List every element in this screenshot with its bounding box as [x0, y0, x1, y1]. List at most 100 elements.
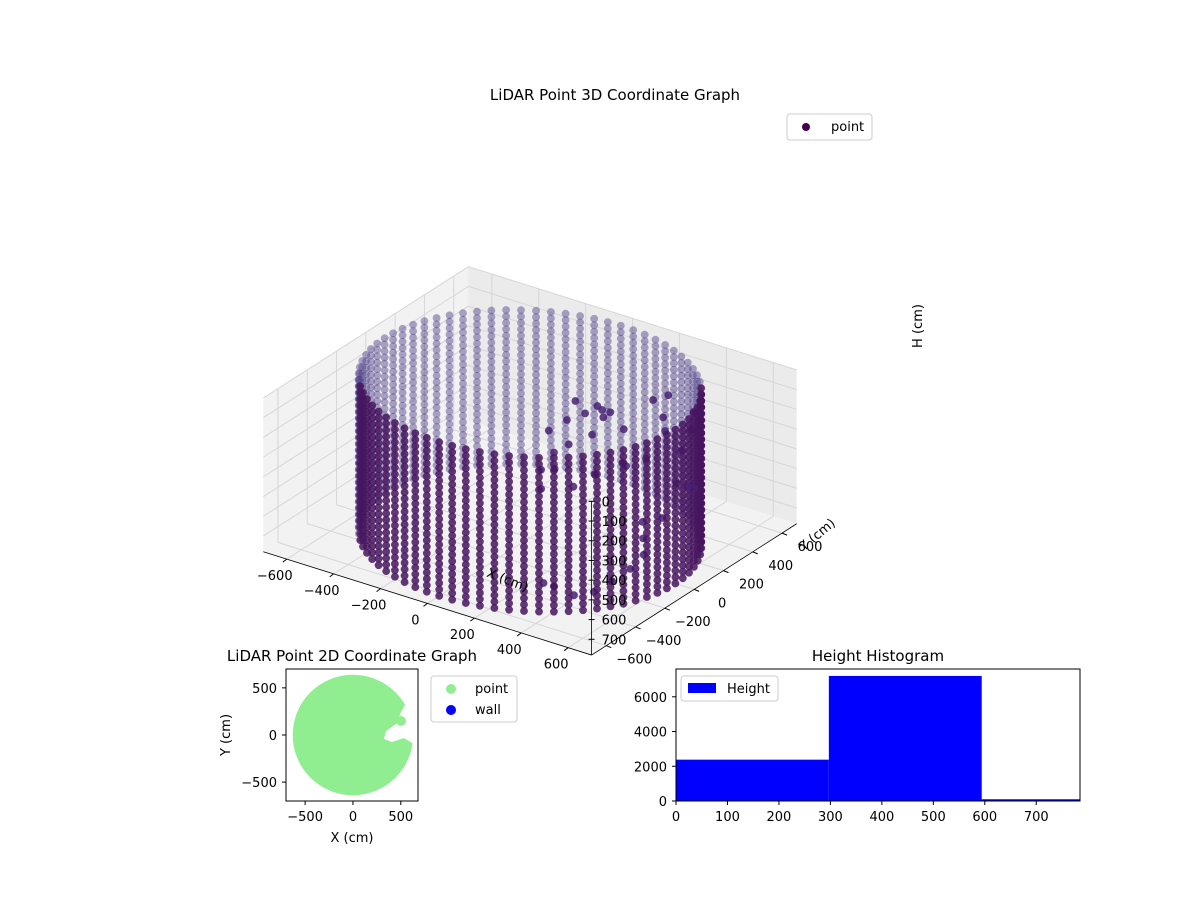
lidar-point	[445, 381, 454, 390]
lidar-point	[629, 435, 638, 443]
lidar-point	[505, 535, 513, 544]
lidar-point	[517, 351, 525, 359]
lidar-point	[550, 543, 558, 552]
grid-h-back	[468, 384, 797, 489]
lidar-point	[445, 394, 454, 403]
lidar-point	[490, 540, 499, 548]
lidar-point	[616, 386, 625, 394]
lidar-point	[561, 405, 570, 414]
lidar-point	[517, 447, 525, 455]
lidar-point	[373, 371, 382, 380]
lidar-point	[448, 474, 457, 482]
lidar-point	[619, 593, 628, 602]
lidar-point	[487, 377, 496, 385]
lidar-point	[643, 541, 651, 550]
lidar-point	[535, 575, 543, 584]
lidar-point	[616, 321, 625, 330]
lidar-point	[631, 564, 640, 573]
lidar-point	[487, 313, 496, 321]
histogram-frame	[675, 668, 1081, 802]
lidar-point	[643, 522, 651, 531]
lidar-point	[517, 319, 525, 327]
lidar-point	[368, 446, 377, 455]
lidar-point	[411, 474, 420, 483]
x-tick-label: −400	[304, 584, 340, 599]
lidar-point	[678, 516, 687, 525]
lidar-point	[547, 410, 555, 419]
lidar-point	[685, 459, 693, 468]
lidar-point	[487, 351, 496, 360]
lidar-point	[422, 459, 431, 468]
lidar-point	[391, 560, 399, 568]
lidar-point	[374, 522, 383, 531]
lidar-point	[409, 384, 417, 393]
lidar-point	[409, 333, 417, 342]
lidar-point	[535, 505, 543, 513]
lidar-point	[445, 369, 454, 377]
lidar-point	[606, 408, 615, 417]
lidar-point	[435, 470, 444, 479]
lidar-point	[505, 471, 513, 480]
lidar-point	[487, 338, 496, 347]
lidar-point	[520, 530, 528, 538]
lidar-point	[389, 412, 397, 421]
lidar-point	[619, 580, 628, 589]
lidar-point	[409, 423, 417, 432]
lidar-point	[411, 583, 420, 591]
lidar-point	[606, 551, 615, 560]
lidar-point	[373, 346, 382, 354]
lidar-point	[473, 423, 481, 431]
lidar-point	[616, 328, 625, 337]
lidar-point	[671, 432, 680, 441]
lidar-point	[653, 544, 662, 552]
lidar-point	[473, 397, 481, 406]
y-tick-label: 600	[798, 540, 823, 555]
lidar-point	[564, 568, 573, 577]
lidar-point	[576, 324, 584, 333]
lidar-point	[547, 320, 555, 329]
lidar-point	[663, 584, 671, 593]
lidar-point	[490, 469, 499, 478]
lidar-point	[677, 378, 686, 386]
lidar-point	[358, 369, 367, 378]
lidar-point	[663, 443, 671, 452]
lidar-point	[651, 374, 660, 382]
lidar-point	[476, 454, 484, 463]
lidar-point	[663, 520, 671, 529]
lidar-point	[535, 594, 543, 603]
lidar-point	[422, 517, 431, 526]
lidar-point	[631, 494, 640, 502]
lidar-point	[649, 396, 657, 404]
lidar-point	[448, 582, 457, 591]
lidar-point	[505, 573, 513, 582]
lidar-point	[490, 565, 499, 574]
lidar-point	[461, 445, 470, 454]
lidar-point	[535, 588, 543, 597]
lidar-point	[411, 544, 420, 553]
lidar-point	[520, 485, 528, 494]
lidar-point	[411, 525, 420, 534]
lidar-point	[398, 395, 407, 404]
lidar-point	[382, 471, 391, 479]
lidar-point	[400, 424, 409, 433]
lidar-point	[520, 543, 528, 551]
lidar-point	[520, 587, 528, 596]
lidar-point	[629, 332, 638, 341]
lidar-point	[651, 342, 660, 350]
lidar-point	[476, 480, 484, 488]
lidar-point	[606, 493, 615, 502]
lidar-point	[535, 582, 543, 590]
lidar-point	[374, 497, 383, 506]
lidar-point	[520, 511, 528, 519]
lidar-point	[593, 463, 601, 472]
lidar-point	[651, 348, 660, 357]
lidar-point	[505, 567, 513, 576]
lidar-point	[579, 535, 587, 544]
lidar-point	[547, 333, 555, 342]
lidar-point	[382, 554, 391, 563]
lidar-point	[391, 528, 399, 536]
lidar-point	[661, 347, 669, 356]
lidar-point	[411, 557, 420, 566]
lidar-point	[685, 427, 693, 436]
lidar-point	[643, 561, 651, 569]
